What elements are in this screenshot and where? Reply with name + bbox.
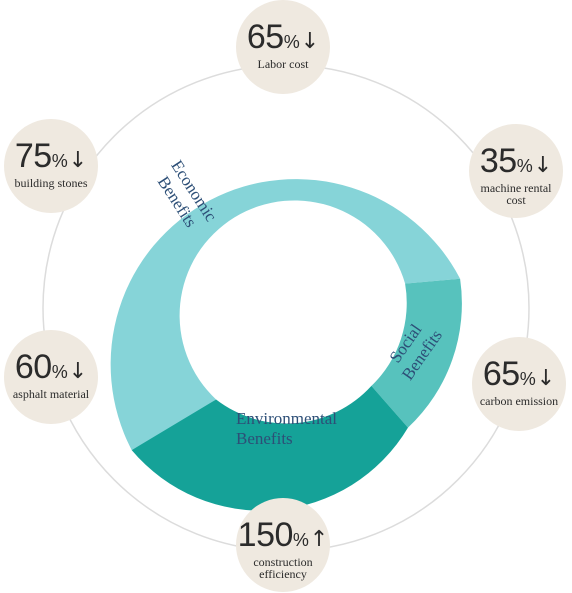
badge-machine-rental-cost: 35%↓ machine rental cost [469, 124, 563, 218]
down-arrow-icon: ↓ [68, 359, 88, 384]
economic-benefits-segment [110, 179, 461, 451]
social-benefits-segment [371, 278, 462, 428]
building-stones-caption: building stones [14, 176, 88, 190]
down-arrow-icon: ↓ [536, 366, 556, 391]
labor-cost-unit: % [283, 32, 300, 52]
construction-efficiency-unit: % [292, 530, 309, 550]
environmental-benefits-segment [131, 385, 408, 511]
construction-efficiency-value: 150 [237, 516, 294, 554]
machine-rental-value: 35 [479, 142, 517, 180]
environmental-label-line2: Benefits [236, 429, 293, 448]
asphalt-material-unit: % [51, 362, 68, 382]
construction-efficiency-caption: construction efficiency [253, 555, 313, 581]
down-arrow-icon: ↓ [68, 148, 88, 173]
carbon-emission-value: 65 [482, 355, 520, 393]
asphalt-material-caption: asphalt material [12, 387, 90, 401]
badge-labor-cost: 65%↓ Labor cost [236, 0, 330, 94]
badge-construction-efficiency: 150%↑ construction efficiency [236, 498, 330, 592]
asphalt-material-value: 60 [14, 348, 52, 386]
labor-cost-value: 65 [246, 18, 284, 56]
down-arrow-icon: ↓ [533, 153, 553, 178]
machine-rental-caption: machine rental cost [480, 181, 552, 207]
badge-building-stones: 75%↓ building stones [4, 119, 98, 213]
badge-carbon-emission: 65%↓ carbon emission [472, 337, 566, 431]
machine-rental-unit: % [516, 156, 533, 176]
down-arrow-icon: ↓ [300, 29, 320, 54]
building-stones-value: 75 [14, 137, 52, 175]
badge-asphalt-material: 60%↓ asphalt material [4, 330, 98, 424]
carbon-emission-unit: % [519, 369, 536, 389]
environmental-benefits-label: Environmental Benefits [236, 409, 337, 448]
carbon-emission-caption: carbon emission [479, 394, 559, 408]
up-arrow-icon: ↑ [309, 527, 329, 552]
labor-cost-caption: Labor cost [257, 57, 309, 71]
building-stones-unit: % [51, 151, 68, 171]
environmental-label-line1: Environmental [236, 409, 337, 428]
